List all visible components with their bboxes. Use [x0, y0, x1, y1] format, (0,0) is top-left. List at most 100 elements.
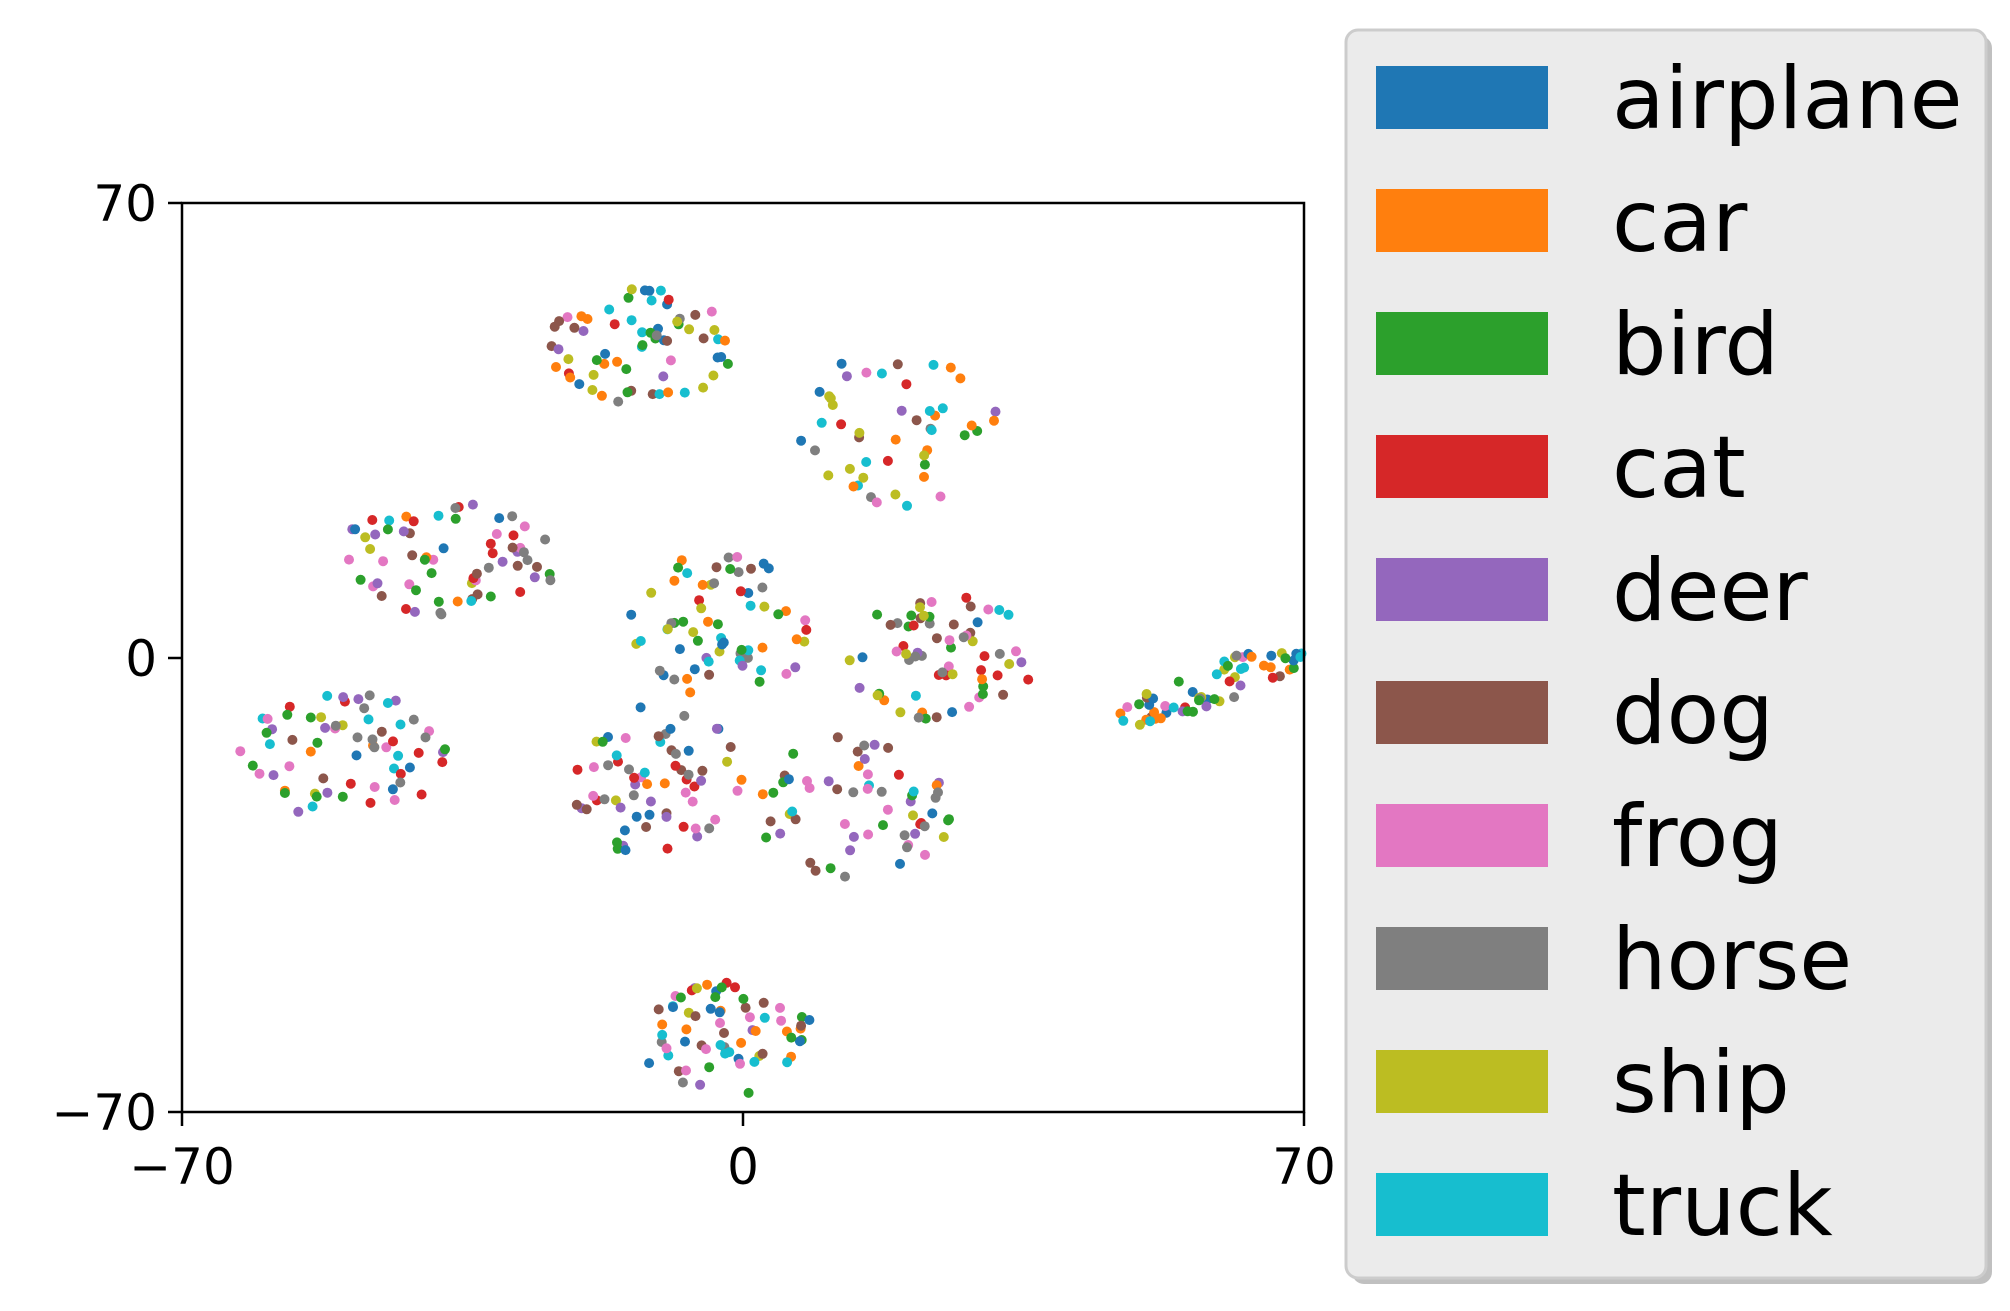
point-ship	[844, 655, 855, 666]
point-dog	[758, 997, 769, 1008]
point-airplane	[620, 845, 631, 856]
point-ship	[915, 602, 925, 613]
point-airplane	[494, 513, 505, 524]
point-deer	[896, 405, 907, 416]
point-bird	[282, 709, 293, 720]
point-car	[791, 634, 802, 645]
point-bird	[622, 387, 633, 398]
point-bird	[311, 791, 322, 802]
point-frog	[1160, 701, 1171, 711]
point-airplane	[683, 745, 694, 756]
point-ship	[588, 369, 599, 380]
point-dog	[532, 561, 542, 572]
point-bird	[1209, 694, 1220, 705]
point-ship	[854, 427, 865, 438]
point-horse	[723, 552, 734, 563]
point-car	[757, 789, 768, 800]
point-ship	[895, 707, 906, 718]
point-car	[685, 687, 696, 698]
point-airplane	[635, 702, 646, 713]
point-cat	[609, 319, 620, 330]
point-bird	[788, 748, 799, 759]
point-ship	[662, 624, 673, 635]
point-car	[848, 481, 859, 492]
legend-item-truck: truck	[1376, 1156, 1833, 1256]
point-horse	[450, 503, 461, 513]
point-cat	[670, 760, 681, 771]
point-frog	[802, 776, 812, 786]
point-deer	[553, 344, 564, 355]
point-dog	[690, 1011, 701, 1022]
point-bird	[872, 609, 883, 620]
point-airplane	[796, 435, 807, 446]
point-cat	[882, 455, 893, 466]
point-truck	[902, 500, 912, 511]
point-frog	[964, 701, 975, 712]
point-frog	[701, 1044, 711, 1055]
point-bird	[786, 1032, 797, 1043]
point-deer	[578, 326, 589, 336]
point-horse	[679, 710, 690, 721]
point-horse	[669, 674, 680, 685]
point-frog	[588, 790, 599, 801]
point-ship	[967, 636, 978, 647]
point-cat	[572, 764, 583, 775]
point-frog	[254, 768, 265, 779]
point-ship	[844, 463, 855, 474]
point-deer	[409, 606, 420, 617]
point-cat	[629, 772, 640, 783]
point-frog	[882, 804, 893, 815]
point-dog	[653, 1004, 664, 1015]
legend-label-bird: bird	[1612, 295, 1779, 395]
point-car	[697, 579, 708, 590]
point-truck	[384, 515, 395, 526]
point-car	[736, 774, 747, 785]
legend-item-deer: deer	[1376, 541, 1808, 641]
point-airplane	[804, 1015, 815, 1025]
point-car	[1265, 662, 1276, 673]
point-horse	[677, 1077, 688, 1088]
point-ship	[858, 472, 869, 483]
point-bird	[736, 644, 747, 655]
point-dog	[911, 415, 922, 426]
point-bird	[906, 610, 917, 621]
point-truck	[639, 767, 650, 778]
point-deer	[854, 682, 865, 693]
point-truck	[759, 1012, 770, 1023]
point-deer	[845, 845, 856, 856]
point-dog	[757, 1048, 768, 1059]
point-frog	[862, 783, 873, 794]
point-dog	[711, 562, 722, 573]
point-horse	[913, 712, 924, 723]
point-truck	[626, 315, 637, 326]
point-car	[596, 390, 607, 401]
legend-item-horse: horse	[1376, 910, 1852, 1010]
point-ship	[360, 532, 371, 543]
point-truck	[611, 750, 622, 761]
point-deer	[322, 787, 333, 798]
point-ship	[901, 649, 912, 659]
point-truck	[679, 387, 690, 398]
legend-label-airplane: airplane	[1612, 49, 1963, 149]
point-bird	[738, 993, 749, 1004]
point-cat	[388, 736, 398, 747]
point-frog	[381, 742, 392, 753]
point-bird	[773, 609, 784, 620]
point-dog	[746, 563, 756, 574]
point-truck	[703, 656, 714, 667]
legend: airplane car bird cat deer dog frog hor	[1344, 28, 1992, 1284]
point-cat	[365, 797, 376, 808]
point-airplane	[718, 637, 729, 648]
point-frog	[620, 733, 631, 743]
point-car	[1246, 651, 1257, 662]
point-truck	[816, 417, 827, 428]
point-frog	[944, 635, 955, 646]
point-deer	[1235, 680, 1246, 691]
point-deer	[990, 406, 1001, 417]
point-deer	[848, 831, 859, 842]
point-cat	[898, 641, 909, 651]
point-dog	[571, 799, 582, 810]
point-truck	[307, 801, 318, 812]
point-horse	[848, 787, 859, 798]
point-deer	[692, 831, 703, 842]
